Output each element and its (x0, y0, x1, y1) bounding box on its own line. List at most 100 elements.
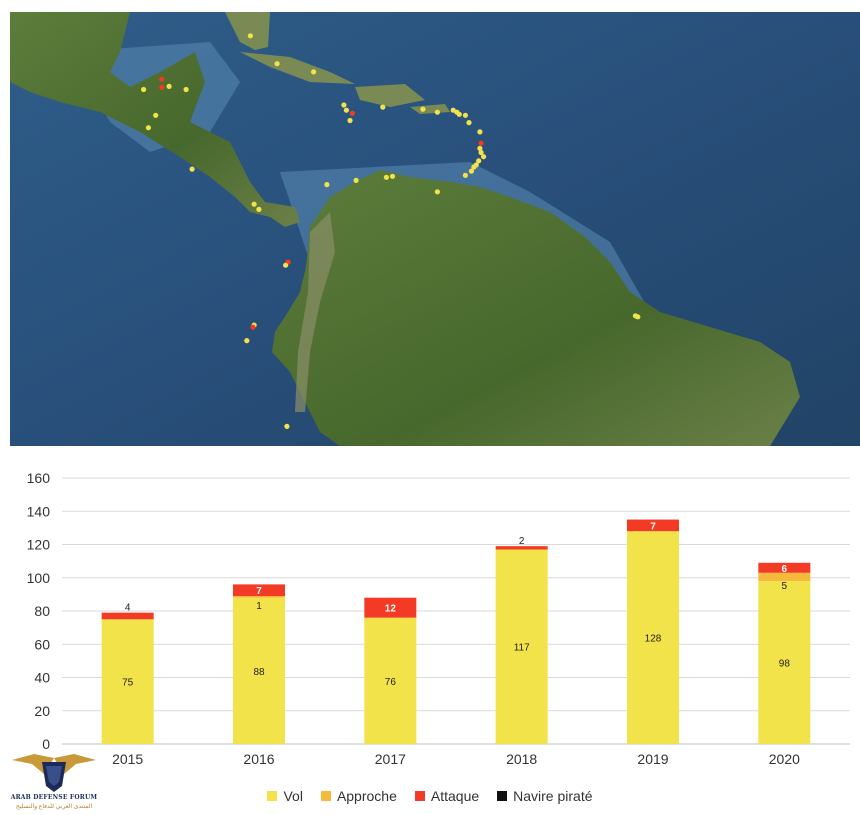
x-tick-label: 2020 (769, 751, 800, 767)
map-point-theft (341, 102, 347, 108)
data-label-vol-2018: 117 (514, 643, 530, 654)
map-point-theft (462, 112, 468, 118)
bar-attaque-2015 (101, 612, 154, 620)
florida-cuba-land (225, 12, 450, 114)
map-point-theft (380, 104, 386, 110)
bar-attaque-2016 (233, 584, 285, 597)
map-point-theft (481, 154, 487, 160)
legend-item-vol: Vol (267, 788, 303, 804)
data-label-attaque-2017: 12 (385, 604, 397, 615)
bar-attaque-2017 (364, 597, 417, 618)
bar-attaque-2018 (495, 546, 548, 550)
watermark-subtitle: المنتدى العربي للدفاع والتسليح (15, 804, 93, 810)
map-point-theft (274, 61, 280, 67)
map-point-theft (189, 166, 195, 172)
legend-label: Attaque (430, 788, 480, 804)
map-point-attack (159, 76, 165, 82)
eagle-emblem-icon (12, 754, 96, 792)
y-tick-label: 60 (34, 636, 50, 652)
data-label-attaque-2015: 4 (125, 603, 131, 614)
y-tick-label: 140 (27, 503, 51, 519)
caribbean-south-america-map (10, 12, 860, 446)
map-point-attack (349, 110, 355, 116)
data-label-attaque-2019: 7 (650, 521, 656, 532)
bar-approche-2020 (758, 572, 811, 582)
map-point-theft (244, 338, 250, 344)
legend-swatch (414, 791, 425, 801)
map-point-theft (311, 69, 317, 75)
x-tick-label: 2017 (375, 751, 406, 767)
arab-defense-forum-watermark: ARAB DEFENSE FORUM المنتدى العربي للدفاع… (4, 752, 104, 812)
map-point-theft (456, 111, 462, 117)
data-label-attaque-2016: 7 (256, 586, 262, 597)
y-tick-label: 40 (34, 670, 50, 686)
bar-attaque-2020 (758, 562, 811, 573)
bar-vol-2018 (495, 549, 548, 744)
y-tick-label: 100 (27, 570, 51, 586)
map-point-theft (434, 189, 440, 195)
legend-item-approche: Approche (320, 788, 397, 804)
x-tick-label: 2019 (637, 751, 668, 767)
watermark-name: ARAB DEFENSE FORUM (10, 794, 98, 801)
map-point-theft (353, 177, 359, 183)
map-point-theft (420, 106, 426, 112)
map-point-theft (478, 149, 484, 156)
bar-vol-2019 (627, 531, 679, 744)
bar-approche-2016 (233, 596, 285, 598)
legend-label: Approche (336, 788, 397, 804)
y-tick-label: 120 (27, 537, 51, 553)
data-label-vol-2019: 128 (645, 634, 662, 645)
map-point-theft (284, 423, 290, 429)
map-point-theft (251, 201, 257, 207)
map-point-theft (476, 158, 482, 164)
mexico-central-america-land (10, 12, 300, 227)
map-point-theft (153, 112, 159, 118)
map-point-theft (383, 174, 389, 180)
data-label-approche-2020: 5 (782, 581, 788, 592)
legend-swatch (320, 791, 331, 801)
x-tick-label: 2018 (506, 751, 537, 767)
map-point-theft (166, 83, 172, 89)
y-tick-label: 0 (42, 736, 50, 752)
bar-attaque-2019 (627, 519, 679, 532)
map-point-theft (183, 86, 189, 93)
legend-item-attaque: Attaque (414, 788, 480, 804)
bar-vol-2020 (758, 581, 811, 744)
legend-label: Vol (283, 788, 303, 804)
map-point-theft (477, 129, 483, 135)
map-point-theft (471, 164, 477, 170)
map-point-theft (477, 145, 483, 151)
map-point-theft (141, 86, 147, 93)
map-point-theft (389, 173, 396, 179)
legend-item-navire-pirat-: Navire piraté (497, 788, 593, 804)
map-point-theft (256, 206, 262, 212)
legend-swatch (497, 791, 508, 801)
andes-ridge (295, 212, 335, 412)
bar-vol-2015 (101, 619, 154, 744)
map-point-theft (347, 117, 353, 124)
bar-vol-2017 (364, 617, 417, 744)
map-point-theft (283, 262, 289, 268)
data-label-attaque-2018: 2 (519, 536, 525, 547)
data-label-approche-2016: 1 (256, 601, 262, 612)
map-point-theft (468, 168, 474, 174)
map-point-attack (250, 324, 256, 330)
chart-legend: Vol Approche Attaque Navire piraté (0, 788, 860, 804)
x-tick-label: 2015 (112, 751, 143, 767)
data-label-attaque-2020: 6 (782, 564, 788, 575)
y-tick-label: 80 (34, 603, 50, 619)
data-label-vol-2016: 88 (253, 667, 265, 678)
legend-label: Navire piraté (513, 788, 593, 804)
map-point-attack (478, 140, 484, 146)
south-america-land (272, 170, 800, 446)
map-point-theft (324, 182, 330, 188)
x-tick-label: 2016 (243, 751, 274, 767)
map-point-theft (145, 125, 151, 131)
legend-swatch (267, 791, 278, 801)
map-point-attack (159, 84, 165, 90)
y-tick-label: 20 (34, 703, 50, 719)
map-point-theft (466, 120, 472, 126)
map-point-theft (434, 109, 440, 115)
map-point-theft (343, 107, 349, 113)
